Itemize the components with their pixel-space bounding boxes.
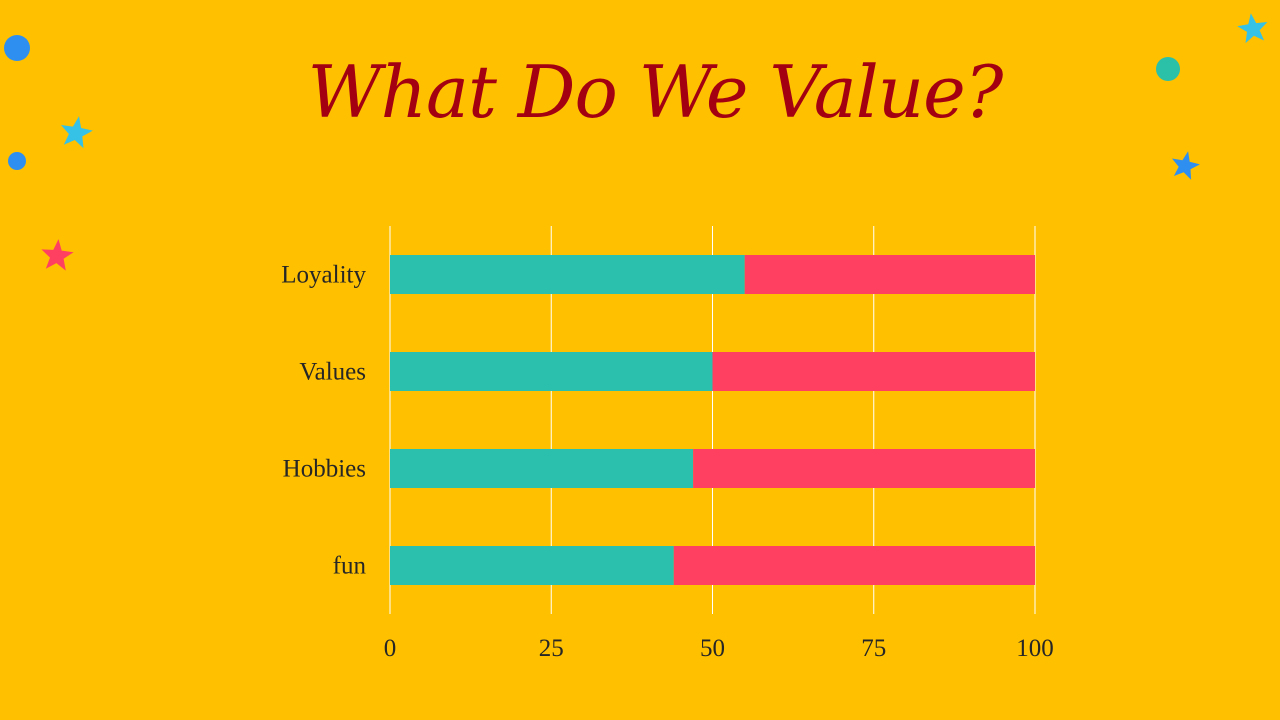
x-tick-label: 25: [539, 635, 564, 662]
bar-fun-segment-2: [673, 546, 1035, 585]
blue-dot-icon: [4, 35, 30, 61]
bar-hobbies-segment-2: [693, 449, 1035, 488]
category-label: Hobbies: [283, 456, 366, 483]
slide-title: What Do We Value?: [307, 50, 1004, 134]
bar-values-segment-2: [712, 352, 1035, 391]
x-tick-label: 50: [700, 635, 725, 662]
bar-values-segment-1: [390, 352, 713, 391]
teal-dot-icon: [1156, 57, 1180, 81]
bar-fun-segment-1: [390, 546, 674, 585]
bar-loyality-segment-1: [390, 255, 745, 294]
category-label: Loyality: [281, 262, 366, 289]
x-tick-label: 100: [1016, 635, 1054, 662]
cyan-star-icon: [1237, 13, 1268, 44]
cyan-star-icon: [61, 116, 93, 149]
bar-loyality-segment-2: [744, 255, 1035, 294]
red-star-icon: [41, 239, 74, 271]
category-label: Values: [299, 359, 366, 386]
category-label: fun: [333, 553, 367, 580]
blue-star-icon: [1172, 151, 1200, 180]
bar-hobbies-segment-1: [390, 449, 694, 488]
x-tick-label: 75: [861, 635, 886, 662]
x-tick-label: 0: [384, 635, 397, 662]
blue-dot-icon: [8, 152, 26, 170]
